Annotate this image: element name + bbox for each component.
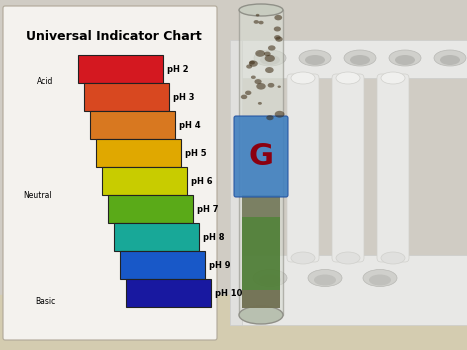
Text: Neutral: Neutral bbox=[24, 190, 52, 199]
Ellipse shape bbox=[253, 270, 287, 287]
Ellipse shape bbox=[249, 61, 258, 67]
Ellipse shape bbox=[291, 72, 315, 84]
Bar bbox=[242, 195, 280, 217]
Ellipse shape bbox=[276, 37, 283, 42]
Text: pH 2: pH 2 bbox=[167, 64, 189, 74]
FancyBboxPatch shape bbox=[234, 116, 288, 197]
Ellipse shape bbox=[246, 64, 252, 69]
Ellipse shape bbox=[258, 21, 263, 24]
Text: pH 7: pH 7 bbox=[197, 204, 219, 214]
Bar bbox=[84, 83, 169, 111]
Ellipse shape bbox=[305, 55, 325, 65]
Bar bbox=[78, 55, 163, 83]
Ellipse shape bbox=[389, 50, 421, 66]
Bar bbox=[230, 40, 242, 325]
Ellipse shape bbox=[434, 50, 466, 66]
Ellipse shape bbox=[245, 91, 251, 95]
Bar bbox=[126, 279, 211, 307]
Text: Basic: Basic bbox=[35, 298, 55, 307]
Bar bbox=[230, 40, 467, 78]
Text: pH 3: pH 3 bbox=[173, 92, 194, 102]
Text: Acid: Acid bbox=[37, 77, 53, 86]
Bar bbox=[90, 111, 175, 139]
Ellipse shape bbox=[260, 55, 280, 65]
Ellipse shape bbox=[275, 111, 284, 118]
Ellipse shape bbox=[277, 85, 281, 88]
Ellipse shape bbox=[291, 252, 315, 264]
Ellipse shape bbox=[249, 61, 255, 65]
Ellipse shape bbox=[255, 50, 265, 57]
Bar bbox=[242, 290, 280, 308]
Ellipse shape bbox=[381, 252, 405, 264]
Bar bbox=[114, 223, 199, 251]
Bar bbox=[0, 0, 467, 310]
Bar bbox=[239, 10, 283, 315]
Bar bbox=[96, 139, 181, 167]
Ellipse shape bbox=[239, 306, 283, 324]
Ellipse shape bbox=[254, 20, 259, 24]
Bar bbox=[108, 195, 193, 223]
Ellipse shape bbox=[265, 55, 275, 62]
Ellipse shape bbox=[255, 79, 262, 84]
Text: pH 5: pH 5 bbox=[185, 148, 206, 158]
Ellipse shape bbox=[369, 274, 391, 286]
Ellipse shape bbox=[350, 55, 370, 65]
Ellipse shape bbox=[256, 14, 260, 16]
Ellipse shape bbox=[308, 270, 342, 287]
Ellipse shape bbox=[274, 27, 281, 31]
Text: pH 8: pH 8 bbox=[203, 232, 225, 241]
Text: pH 10: pH 10 bbox=[215, 288, 242, 298]
Ellipse shape bbox=[264, 51, 271, 56]
Bar bbox=[120, 251, 205, 279]
FancyBboxPatch shape bbox=[377, 74, 409, 262]
Ellipse shape bbox=[266, 115, 274, 120]
Ellipse shape bbox=[381, 72, 405, 84]
Ellipse shape bbox=[363, 270, 397, 287]
Ellipse shape bbox=[241, 94, 248, 99]
Bar bbox=[0, 295, 467, 350]
Ellipse shape bbox=[395, 55, 415, 65]
FancyBboxPatch shape bbox=[3, 6, 217, 340]
Ellipse shape bbox=[268, 45, 276, 51]
Ellipse shape bbox=[274, 35, 281, 40]
Ellipse shape bbox=[239, 4, 283, 16]
Bar bbox=[242, 195, 280, 308]
Text: pH 9: pH 9 bbox=[209, 260, 231, 270]
FancyBboxPatch shape bbox=[332, 74, 364, 262]
Text: G: G bbox=[248, 142, 274, 171]
Bar bbox=[230, 255, 467, 325]
Ellipse shape bbox=[254, 50, 286, 66]
Ellipse shape bbox=[251, 76, 256, 79]
Ellipse shape bbox=[299, 50, 331, 66]
Ellipse shape bbox=[256, 83, 266, 90]
Ellipse shape bbox=[344, 50, 376, 66]
Ellipse shape bbox=[274, 15, 282, 20]
Text: pH 6: pH 6 bbox=[191, 176, 212, 186]
Ellipse shape bbox=[440, 55, 460, 65]
Ellipse shape bbox=[336, 252, 360, 264]
Text: pH 4: pH 4 bbox=[179, 120, 201, 130]
Ellipse shape bbox=[336, 72, 360, 84]
Ellipse shape bbox=[314, 274, 336, 286]
Ellipse shape bbox=[268, 83, 275, 88]
Bar bbox=[102, 167, 187, 195]
FancyBboxPatch shape bbox=[287, 74, 319, 262]
Text: Universal Indicator Chart: Universal Indicator Chart bbox=[26, 29, 202, 42]
Ellipse shape bbox=[265, 67, 274, 73]
Ellipse shape bbox=[258, 102, 262, 105]
Ellipse shape bbox=[259, 274, 281, 286]
